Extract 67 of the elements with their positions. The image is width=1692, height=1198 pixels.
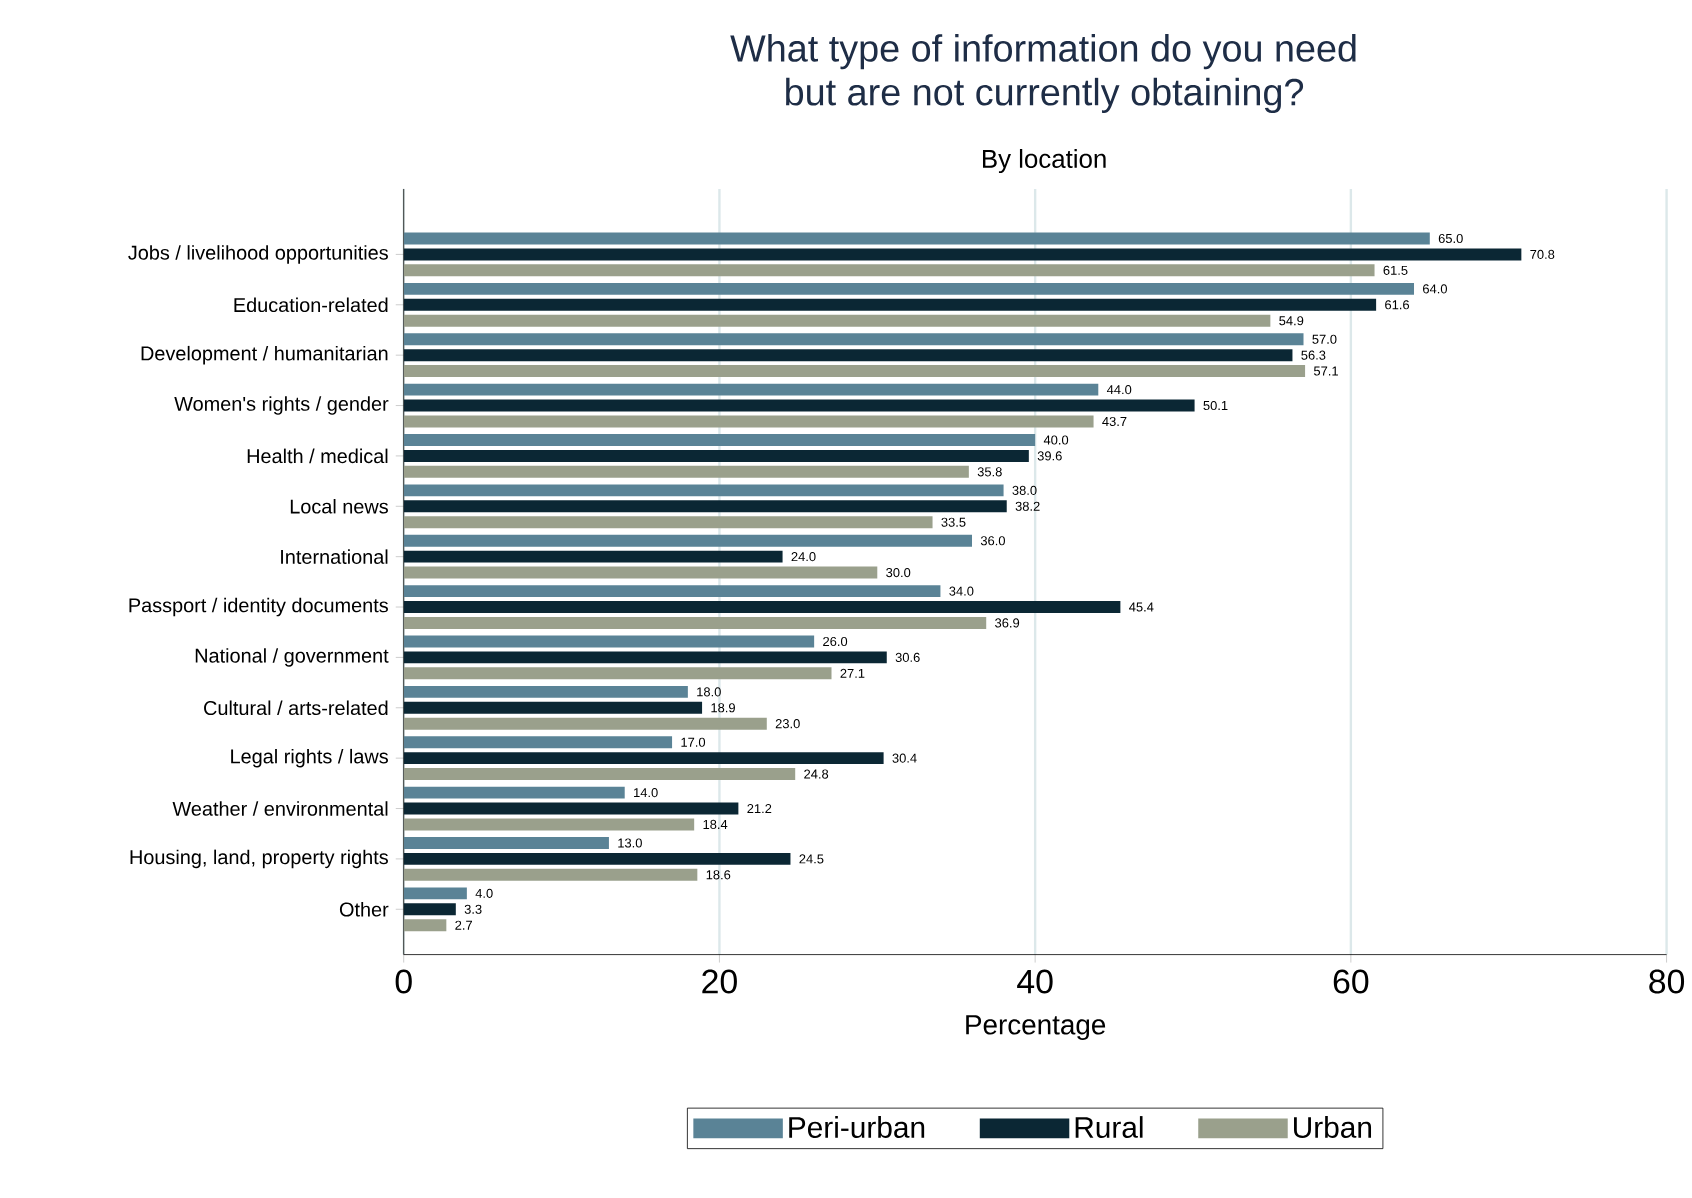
bar: [403, 450, 1029, 463]
bar: [403, 365, 1306, 378]
bar: [403, 853, 791, 866]
bar: [403, 283, 1415, 296]
bar: [403, 702, 703, 715]
bar: [403, 384, 1099, 396]
chart-title: What type of information do you need but are not currently obtaining?: [730, 34, 1356, 114]
y-tick-label: Local news: [290, 499, 388, 514]
bar: [403, 248, 1522, 261]
bar: [403, 635, 815, 648]
bar: [403, 919, 447, 932]
y-tick-label: Jobs / livelihood opportunities: [128, 245, 388, 265]
legend-label: Urban: [1294, 1116, 1372, 1139]
bar: [403, 802, 739, 815]
bar: [403, 500, 1007, 513]
bar: [403, 903, 456, 916]
y-tick-label: National / government: [195, 648, 389, 668]
bar: [403, 718, 767, 731]
y-tick-label: Other: [339, 902, 389, 917]
bar: [403, 551, 783, 563]
x-tick-label: 20: [702, 969, 737, 994]
bar: [403, 434, 1036, 447]
bar: [403, 686, 688, 699]
bar: [403, 818, 695, 831]
bar: [403, 837, 609, 850]
y-tick-label: International: [281, 549, 388, 565]
y-tick-label: Women's rights / gender: [174, 396, 389, 416]
bar: [403, 736, 673, 749]
bar: [403, 399, 1195, 412]
bar: [403, 299, 1377, 312]
bar: [403, 315, 1271, 328]
x-tick-label: 40: [1017, 969, 1053, 994]
y-tick-label: Weather / environmental: [172, 801, 388, 817]
bar: [403, 516, 933, 529]
bar: [403, 869, 698, 882]
bar: [403, 601, 1121, 614]
bar: [403, 484, 1004, 497]
bar: [403, 787, 625, 799]
bar: [403, 752, 884, 765]
chart-subtitle: By location: [982, 149, 1106, 174]
bar: [403, 349, 1293, 362]
bar: [403, 667, 832, 680]
bar: [403, 887, 467, 900]
bar: [403, 566, 878, 579]
y-tick-label: Legal rights / laws: [231, 749, 388, 768]
bar: [403, 585, 941, 598]
y-tick-label: Passport / identity documents: [129, 598, 388, 617]
bar: [403, 415, 1094, 428]
y-tick-label: Cultural / arts-related: [204, 700, 388, 716]
y-tick-label: Development / humanitarian: [141, 346, 388, 365]
x-tick-label: 60: [1333, 969, 1369, 994]
y-tick-label: Health / medical: [247, 448, 388, 464]
x-axis-title: Percentage: [966, 1015, 1106, 1041]
bar: [403, 333, 1304, 346]
y-tick-label: Housing, land, property rights: [130, 850, 388, 869]
legend-label: Rural: [1075, 1116, 1143, 1139]
bar: [403, 232, 1430, 245]
bar: [403, 651, 887, 664]
bar: [403, 466, 969, 479]
bar: [403, 264, 1375, 277]
bar: [403, 617, 987, 630]
bar: [403, 768, 796, 781]
bar: [403, 535, 973, 548]
legend-label: Peri-urban: [789, 1116, 925, 1139]
x-tick-label: 0: [395, 969, 412, 994]
x-tick-label: 80: [1649, 969, 1685, 994]
y-tick-label: Education-related: [234, 297, 388, 313]
